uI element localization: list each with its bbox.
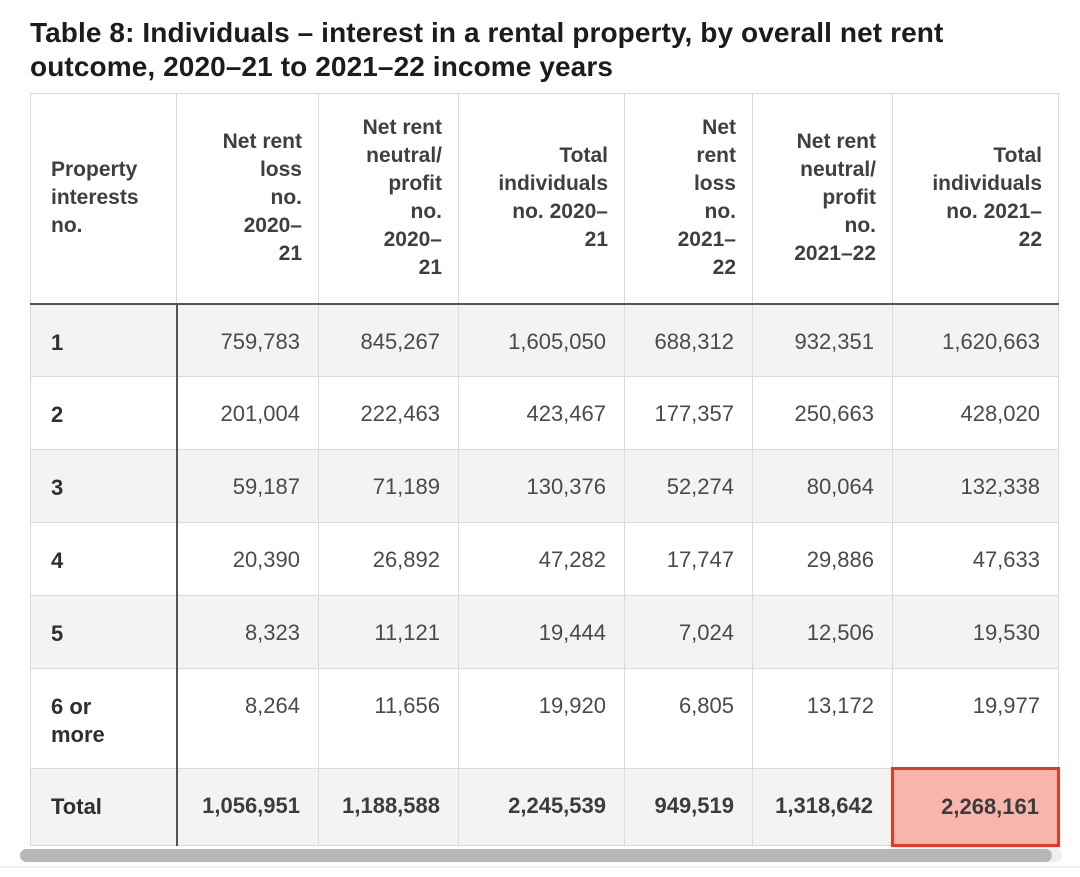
table-cell: 17,747: [624, 522, 753, 596]
table-cell: 6,805: [624, 668, 753, 769]
header-row: Property interests no. Net rent loss no.…: [30, 93, 1059, 305]
table-cell: 47,633: [892, 522, 1059, 596]
table-cell: 12,506: [752, 595, 893, 669]
data-table: Property interests no. Net rent loss no.…: [30, 93, 1060, 847]
table-row-total: Total 1,056,951 1,188,588 2,245,539 949,…: [30, 767, 1060, 847]
table-cell: 2,245,539: [458, 768, 625, 846]
table-cell: 1,056,951: [176, 768, 319, 846]
table-cell: 130,376: [458, 449, 625, 523]
table-container: Property interests no. Net rent loss no.…: [30, 93, 1060, 847]
table-cell: 423,467: [458, 376, 625, 450]
table-cell: 29,886: [752, 522, 893, 596]
table-cell: 201,004: [176, 376, 319, 450]
table-cell: 71,189: [318, 449, 459, 523]
row-label: 5: [30, 595, 178, 669]
column-header-property-interests: Property interests no.: [30, 93, 177, 305]
table-cell: 20,390: [176, 522, 319, 596]
table-cell: 19,530: [892, 595, 1059, 669]
table-cell: 759,783: [176, 303, 319, 377]
table-title: Table 8: Individuals – interest in a ren…: [30, 17, 944, 82]
table-row-5: 5 8,323 11,121 19,444 7,024 12,506 19,53…: [30, 595, 1059, 669]
table-cell: 1,605,050: [458, 303, 625, 377]
table-cell: 13,172: [752, 668, 893, 769]
table-cell: 47,282: [458, 522, 625, 596]
table-row-2: 2 201,004 222,463 423,467 177,357 250,66…: [30, 376, 1059, 450]
column-header-net-rent-neutral-profit-2021-22: Net rent neutral/ profit no. 2021–22: [752, 93, 893, 305]
row-label: 1: [30, 303, 178, 377]
table-cell: 845,267: [318, 303, 459, 377]
row-label: 3: [30, 449, 178, 523]
table-cell: 7,024: [624, 595, 753, 669]
column-header-total-individuals-2021-22: Total individuals no. 2021– 22: [892, 93, 1059, 305]
column-header-total-individuals-2020-21: Total individuals no. 2020– 21: [458, 93, 625, 305]
table-cell: 932,351: [752, 303, 893, 377]
table-cell: 8,323: [176, 595, 319, 669]
table-cell: 428,020: [892, 376, 1059, 450]
table-row-6-or-more: 6 or more 8,264 11,656 19,920 6,805 13,1…: [30, 668, 1059, 769]
horizontal-scrollbar[interactable]: [20, 849, 1062, 862]
column-header-net-rent-loss-2021-22: Net rent loss no. 2021– 22: [624, 93, 753, 305]
column-header-net-rent-loss-2020-21: Net rent loss no. 2020– 21: [176, 93, 319, 305]
table-cell: 19,977: [892, 668, 1059, 769]
scrollbar-thumb[interactable]: [20, 849, 1052, 862]
table-cell: 8,264: [176, 668, 319, 769]
table-cell: 11,656: [318, 668, 459, 769]
highlighted-total-cell: 2,268,161: [891, 767, 1060, 847]
table-cell: 19,444: [458, 595, 625, 669]
table-cell: 11,121: [318, 595, 459, 669]
table-cell: 250,663: [752, 376, 893, 450]
table-cell: 80,064: [752, 449, 893, 523]
row-label-total: Total: [30, 768, 178, 846]
table-cell: 222,463: [318, 376, 459, 450]
row-label: 2: [30, 376, 178, 450]
table-cell: 177,357: [624, 376, 753, 450]
table-cell: 949,519: [624, 768, 753, 846]
row-label: 6 or more: [30, 668, 178, 769]
table-row-4: 4 20,390 26,892 47,282 17,747 29,886 47,…: [30, 522, 1059, 596]
table-row-3: 3 59,187 71,189 130,376 52,274 80,064 13…: [30, 449, 1059, 523]
table-cell: 1,188,588: [318, 768, 459, 846]
table-row-1: 1 759,783 845,267 1,605,050 688,312 932,…: [30, 303, 1059, 377]
table-cell: 688,312: [624, 303, 753, 377]
table-cell: 19,920: [458, 668, 625, 769]
table-cell: 1,620,663: [892, 303, 1059, 377]
table-cell: 1,318,642: [752, 768, 893, 846]
row-label: 4: [30, 522, 178, 596]
table-cell: 52,274: [624, 449, 753, 523]
table-cell: 26,892: [318, 522, 459, 596]
container-bottom-edge: [0, 866, 1080, 868]
table-cell: 132,338: [892, 449, 1059, 523]
table-cell: 59,187: [176, 449, 319, 523]
column-header-net-rent-neutral-profit-2020-21: Net rent neutral/ profit no. 2020– 21: [318, 93, 459, 305]
